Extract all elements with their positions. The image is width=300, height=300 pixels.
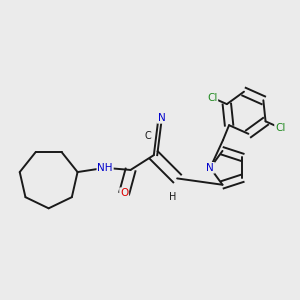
Text: Cl: Cl (207, 93, 217, 103)
Text: N: N (206, 163, 214, 173)
Text: Cl: Cl (275, 123, 286, 133)
Text: H: H (169, 193, 177, 202)
Text: O: O (120, 188, 128, 198)
Text: NH: NH (98, 163, 113, 173)
Text: C: C (145, 131, 152, 141)
Text: N: N (158, 113, 165, 123)
